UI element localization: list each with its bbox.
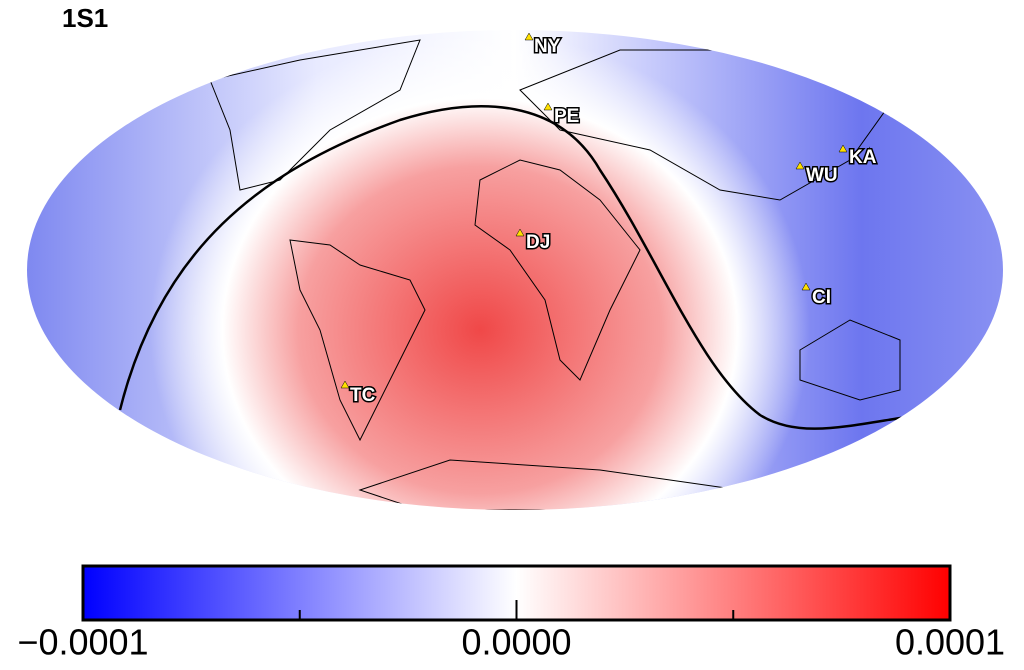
station: KA — [838, 144, 878, 170]
colorbar-tick-label: 0.0001 — [895, 622, 1005, 663]
station-label: WU — [806, 165, 838, 186]
station: PE — [543, 102, 581, 129]
station: CI — [801, 282, 833, 310]
station: TC — [340, 380, 377, 408]
colorbar: −0.0001 0.0000 0.0001 — [17, 564, 1005, 663]
station-label: PE — [554, 106, 579, 127]
colorbar-tick-label: −0.0001 — [17, 622, 148, 663]
station: WU — [795, 161, 839, 188]
map — [27, 30, 1003, 510]
station-label: CI — [812, 287, 831, 308]
nodal-line — [118, 105, 921, 430]
station-label: NY — [534, 36, 561, 57]
station-label: TC — [350, 385, 376, 406]
colorbar-tick-label: 0.0000 — [461, 622, 571, 663]
station: DJ — [515, 228, 552, 255]
stations: NY PE KA WU DJ CI TC — [340, 32, 878, 408]
title: 1S1 — [62, 3, 108, 33]
station-label: DJ — [526, 232, 550, 253]
station-label: KA — [849, 147, 877, 168]
station: NY — [524, 32, 562, 59]
